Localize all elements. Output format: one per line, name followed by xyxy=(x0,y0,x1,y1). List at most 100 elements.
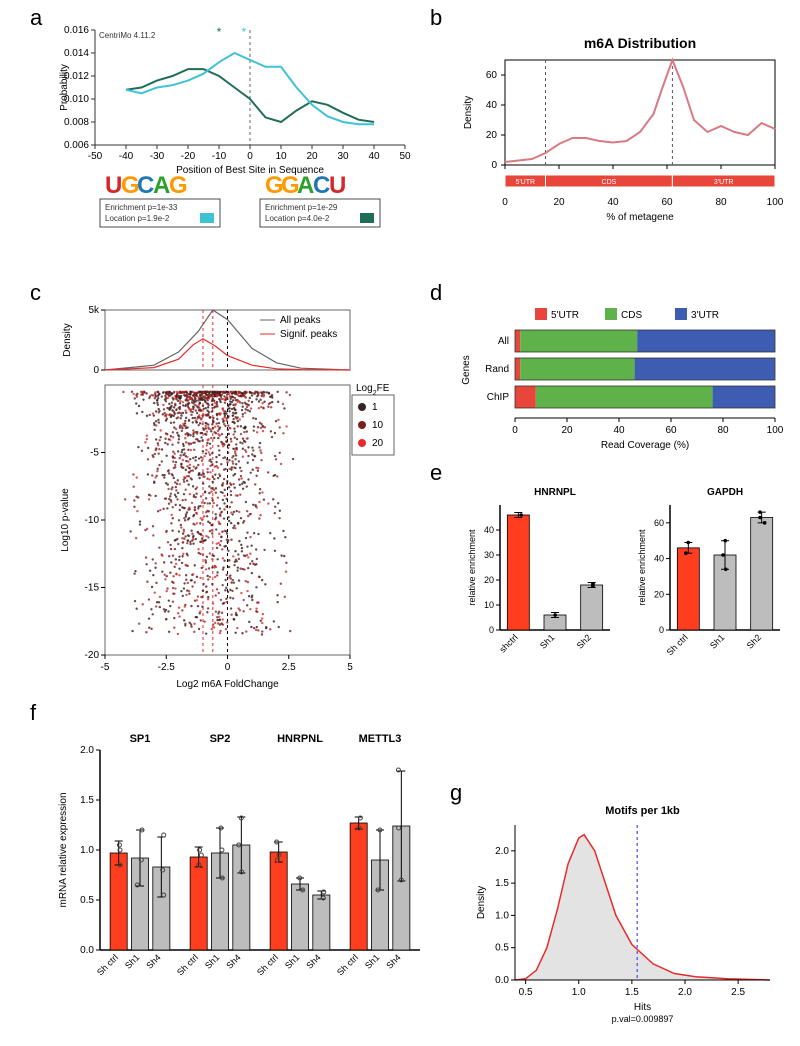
svg-text:Sh ctrl: Sh ctrl xyxy=(175,952,200,977)
svg-text:60: 60 xyxy=(486,70,498,81)
svg-text:20: 20 xyxy=(372,438,384,449)
label-e: e xyxy=(430,460,442,486)
panel-f-chart: 0.00.51.01.52.0mRNA relative expressionS… xyxy=(50,720,430,1020)
svg-text:U: U xyxy=(105,172,122,199)
svg-text:SP2: SP2 xyxy=(210,733,231,745)
svg-text:2.0: 2.0 xyxy=(495,846,509,857)
svg-text:Log2FE: Log2FE xyxy=(356,383,390,397)
svg-text:80: 80 xyxy=(717,425,729,436)
svg-text:0: 0 xyxy=(93,365,99,376)
svg-text:-10: -10 xyxy=(85,515,100,526)
svg-text:Motifs per 1kb: Motifs per 1kb xyxy=(605,805,680,817)
svg-text:5k: 5k xyxy=(88,305,100,316)
svg-text:GAPDH: GAPDH xyxy=(707,487,743,498)
panel-a-chart: -50-40-30-20-10010203040500.0060.0080.01… xyxy=(55,20,415,240)
svg-text:shctrl: shctrl xyxy=(497,632,519,654)
svg-text:1.5: 1.5 xyxy=(80,795,94,806)
svg-text:0: 0 xyxy=(489,625,494,635)
label-c: c xyxy=(30,280,41,306)
svg-text:Location p=1.9e-2: Location p=1.9e-2 xyxy=(105,214,170,223)
svg-text:HNRPNL: HNRPNL xyxy=(277,733,323,745)
label-g: g xyxy=(450,780,462,806)
svg-text:60: 60 xyxy=(661,197,673,208)
svg-text:*: * xyxy=(217,25,222,39)
svg-text:relative enrichment: relative enrichment xyxy=(467,529,477,606)
svg-text:100: 100 xyxy=(767,425,784,436)
svg-text:40: 40 xyxy=(368,151,380,162)
svg-text:CDS: CDS xyxy=(621,310,642,321)
svg-text:0.016: 0.016 xyxy=(64,25,89,36)
svg-text:Genes: Genes xyxy=(461,355,472,384)
svg-text:20: 20 xyxy=(484,575,494,585)
svg-text:-50: -50 xyxy=(88,151,103,162)
svg-text:CentriMo 4.11.2: CentriMo 4.11.2 xyxy=(99,31,156,40)
svg-text:All peaks: All peaks xyxy=(280,315,321,326)
svg-text:5'UTR: 5'UTR xyxy=(551,310,579,321)
svg-text:SP1: SP1 xyxy=(130,733,151,745)
svg-text:U: U xyxy=(329,172,346,199)
svg-text:20: 20 xyxy=(654,589,664,599)
svg-text:60: 60 xyxy=(665,425,677,436)
panel-e-chart: HNRNPL010203040shctrlSh1Sh2relative enri… xyxy=(455,480,785,680)
svg-text:p.val=0.009897: p.val=0.009897 xyxy=(612,1014,674,1024)
svg-text:3'UTR: 3'UTR xyxy=(691,310,719,321)
svg-text:Sh2: Sh2 xyxy=(745,632,763,650)
svg-text:1.0: 1.0 xyxy=(495,910,509,921)
svg-text:5'UTR: 5'UTR xyxy=(515,179,535,186)
svg-text:20: 20 xyxy=(553,197,565,208)
svg-text:HNRNPL: HNRNPL xyxy=(534,487,576,498)
svg-text:2.5: 2.5 xyxy=(282,662,296,673)
svg-text:1: 1 xyxy=(372,402,378,413)
svg-text:METTL3: METTL3 xyxy=(359,733,402,745)
svg-text:20: 20 xyxy=(306,151,318,162)
svg-text:1.5: 1.5 xyxy=(495,878,509,889)
svg-text:-2.5: -2.5 xyxy=(158,662,176,673)
svg-text:Rand: Rand xyxy=(485,364,509,375)
svg-text:40: 40 xyxy=(607,197,619,208)
svg-text:30: 30 xyxy=(337,151,349,162)
svg-text:80: 80 xyxy=(715,197,727,208)
svg-text:-20: -20 xyxy=(181,151,196,162)
svg-text:-30: -30 xyxy=(150,151,165,162)
svg-text:C: C xyxy=(137,172,154,199)
panel-c-chart: 05kDensityAll peaksSignif. peaks-5-2.502… xyxy=(50,300,400,700)
svg-text:Density: Density xyxy=(476,886,487,919)
svg-text:*: * xyxy=(241,25,246,39)
svg-text:60: 60 xyxy=(654,518,664,528)
svg-text:Sh4: Sh4 xyxy=(224,952,242,970)
svg-text:3'UTR: 3'UTR xyxy=(714,179,734,186)
svg-text:Sh ctrl: Sh ctrl xyxy=(335,952,360,977)
svg-text:0.5: 0.5 xyxy=(519,987,533,998)
svg-text:Enrichment p=1e-29: Enrichment p=1e-29 xyxy=(265,203,338,212)
svg-text:2.5: 2.5 xyxy=(731,987,745,998)
svg-text:Enrichment p=1e-33: Enrichment p=1e-33 xyxy=(105,203,178,212)
svg-text:0: 0 xyxy=(659,625,664,635)
svg-text:ChIP: ChIP xyxy=(487,392,510,403)
svg-text:0: 0 xyxy=(512,425,518,436)
svg-text:2.0: 2.0 xyxy=(678,987,692,998)
svg-text:-40: -40 xyxy=(119,151,134,162)
label-a: a xyxy=(30,5,42,31)
svg-text:Log2 m6A FoldChange: Log2 m6A FoldChange xyxy=(176,679,279,690)
svg-text:m6A Distribution: m6A Distribution xyxy=(584,35,696,51)
label-d: d xyxy=(430,280,442,306)
svg-text:Sh1: Sh1 xyxy=(708,632,726,650)
svg-text:0.5: 0.5 xyxy=(495,943,509,954)
svg-text:1.5: 1.5 xyxy=(625,987,639,998)
svg-text:40: 40 xyxy=(613,425,625,436)
svg-text:1.0: 1.0 xyxy=(572,987,586,998)
svg-text:% of metagene: % of metagene xyxy=(606,212,674,223)
svg-text:G: G xyxy=(169,172,188,199)
svg-text:Signif. peaks: Signif. peaks xyxy=(280,329,337,340)
svg-text:Location p=4.0e-2: Location p=4.0e-2 xyxy=(265,214,330,223)
svg-text:-15: -15 xyxy=(85,583,100,594)
svg-text:Sh4: Sh4 xyxy=(384,952,402,970)
svg-text:0.5: 0.5 xyxy=(80,895,94,906)
svg-text:0.008: 0.008 xyxy=(64,117,89,128)
svg-text:Sh4: Sh4 xyxy=(304,952,322,970)
svg-text:Sh1: Sh1 xyxy=(123,952,141,970)
svg-text:50: 50 xyxy=(399,151,411,162)
svg-text:40: 40 xyxy=(654,554,664,564)
svg-text:Probability: Probability xyxy=(59,64,70,111)
svg-text:A: A xyxy=(153,172,170,199)
